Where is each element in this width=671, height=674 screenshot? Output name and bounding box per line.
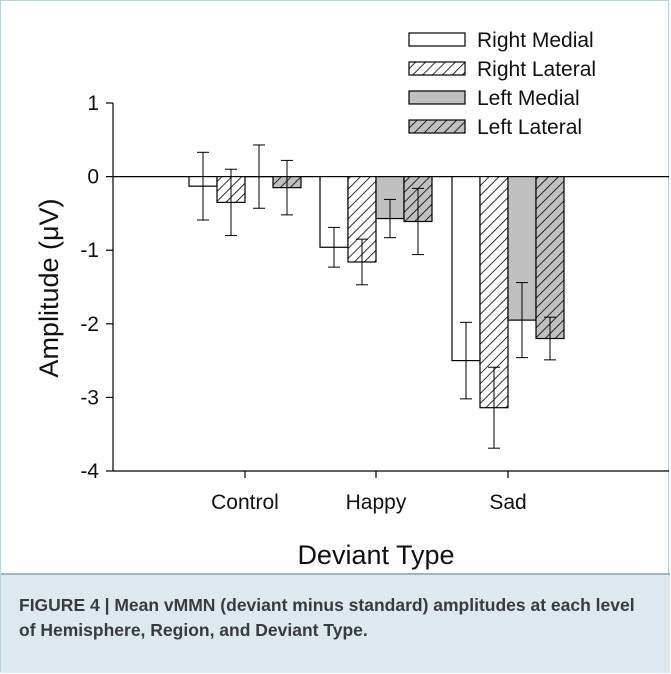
y-tick-label: -1 (80, 239, 99, 262)
bar (535, 176, 565, 340)
x-tick-label: Happy (346, 491, 407, 514)
y-tick-label: 0 (87, 166, 99, 189)
legend-swatch (408, 61, 466, 76)
y-tick-label: -2 (80, 313, 99, 336)
y-tick-label: 1 (87, 92, 99, 115)
y-axis-label: Amplitude (μV) (34, 198, 64, 377)
bar-chart: 1 0 -1 -2 -3 -4 Control Happy Sad Right Medial Ri… (34, 29, 669, 570)
legend-swatch (408, 119, 466, 134)
legend-label: Right Lateral (477, 58, 596, 81)
y-tick-label: -4 (80, 460, 99, 483)
legend-swatch (408, 90, 466, 105)
legend-label: Left Lateral (477, 116, 582, 139)
caption-text: FIGURE 4 | Mean vMMN (deviant minus stan… (19, 595, 635, 640)
figure-caption: FIGURE 4 | Mean vMMN (deviant minus stan… (1, 573, 670, 673)
x-tick-label: Control (211, 491, 279, 514)
legend-swatch (408, 32, 466, 47)
x-axis-label: Deviant Type (297, 540, 454, 570)
legend-label: Right Medial (477, 29, 594, 52)
legend-label: Left Medial (477, 87, 580, 110)
y-tick-label: -3 (80, 386, 99, 409)
x-tick-label: Sad (489, 491, 526, 514)
